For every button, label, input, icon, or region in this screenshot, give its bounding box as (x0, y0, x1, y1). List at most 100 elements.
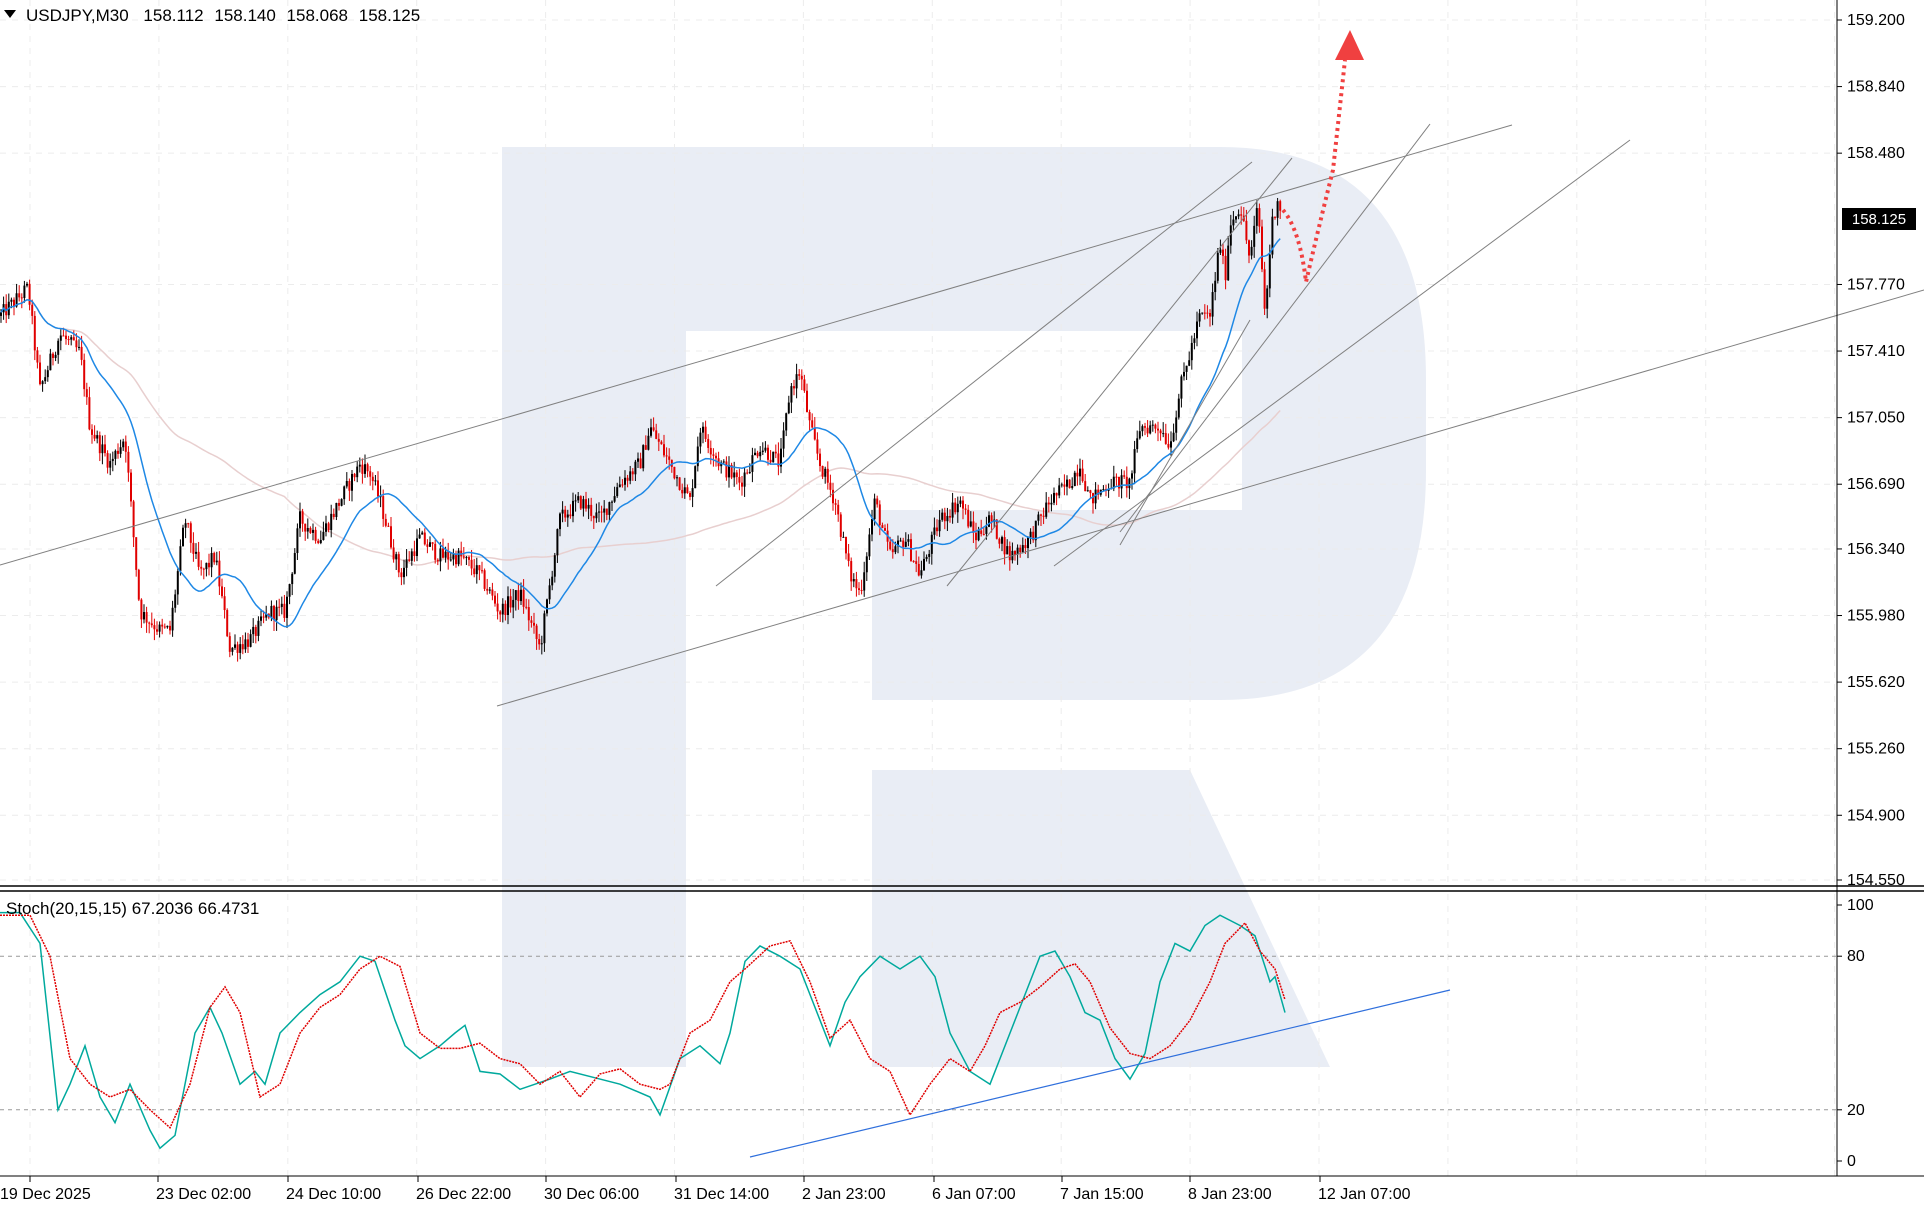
candle-body (351, 473, 353, 491)
trendlines (0, 123, 1924, 707)
candle-body (465, 557, 468, 559)
candle-body (1224, 255, 1227, 281)
candle-body (556, 529, 559, 556)
candle-body (236, 644, 239, 653)
candle-body (293, 553, 296, 574)
candle-body (631, 471, 634, 475)
candle-body (109, 461, 112, 468)
candle-body (301, 511, 304, 524)
price-tick-label: 157.050 (1847, 410, 1905, 427)
candle-body (860, 589, 863, 591)
candle-body (1016, 547, 1019, 555)
trendline (1119, 123, 1431, 533)
candle-body (579, 496, 582, 509)
candle-body (657, 438, 660, 442)
candle-body (156, 629, 158, 632)
price-tick-label: 156.340 (1847, 541, 1905, 558)
candle-body (951, 502, 954, 518)
candle-body (124, 441, 127, 452)
candle-body (873, 498, 876, 520)
candle-body (709, 447, 712, 455)
candle-body (296, 528, 299, 554)
candle-body (1133, 449, 1136, 474)
candle-body (1216, 252, 1219, 281)
candle-body (634, 461, 637, 475)
stoch-main-line (0, 911, 1286, 1150)
candle-body (842, 536, 845, 538)
candle-body (1250, 246, 1253, 256)
stochastic-label: Stoch(20,15,15) 67.2036 66.4731 (6, 899, 259, 918)
candle-body (668, 456, 671, 460)
candle-body (813, 427, 816, 440)
candle-body (135, 537, 138, 570)
candle-body (1227, 245, 1230, 281)
candle-body (837, 504, 840, 515)
candle-body (834, 503, 837, 505)
candle-body (696, 446, 699, 467)
candle-body (751, 455, 754, 472)
candle-body (247, 639, 249, 647)
candle-body (683, 487, 686, 494)
candle-body (143, 612, 145, 620)
candle-body (496, 603, 499, 612)
candle-body (1159, 430, 1162, 434)
candle-body (793, 386, 795, 389)
candle-body (10, 299, 13, 302)
trendline (1119, 319, 1251, 546)
time-tick-label: 24 Dec 10:00 (286, 1186, 381, 1203)
candle-body (850, 561, 853, 582)
candle-body (88, 397, 91, 430)
candle-body (1206, 312, 1209, 314)
candle-body (148, 622, 151, 624)
candle-body (819, 453, 821, 467)
candle-body (231, 647, 234, 652)
candle-body (140, 599, 143, 620)
candle-body (868, 534, 871, 557)
candle-body (603, 508, 606, 513)
candle-body (967, 509, 970, 527)
candle-body (210, 553, 213, 568)
price-tick-label: 156.690 (1847, 476, 1905, 493)
candle-body (202, 568, 205, 570)
candle-body (761, 450, 764, 452)
candle-body (897, 540, 899, 547)
candle-body (949, 515, 951, 518)
candle-body (933, 527, 936, 535)
candle-body (215, 560, 218, 563)
dropdown-triangle-icon[interactable] (4, 10, 16, 18)
candle-body (1245, 220, 1248, 241)
candle-body (426, 544, 429, 547)
candle-body (694, 466, 697, 489)
candle-body (291, 573, 294, 585)
candle-body (288, 584, 291, 597)
candle-body (150, 623, 153, 626)
candle-body (517, 590, 520, 602)
candle-body (262, 616, 265, 618)
candle-body (382, 496, 385, 519)
candle-body (447, 551, 450, 560)
candle-body (1131, 473, 1133, 479)
candle-body (241, 644, 244, 650)
candle-body (863, 572, 866, 591)
candle-body (20, 297, 23, 299)
candle-body (468, 557, 470, 560)
candle-body (592, 515, 595, 519)
candle-body (1053, 492, 1055, 503)
candle-body (507, 596, 509, 615)
candle-body (1024, 545, 1027, 549)
candle-body (361, 464, 364, 474)
candle-body (629, 471, 632, 481)
candle-body (434, 543, 437, 560)
candle-body (855, 579, 858, 589)
price-tick-label: 157.770 (1847, 276, 1905, 293)
candle-body (57, 340, 60, 355)
candle-body (1232, 219, 1235, 226)
stoch-tick-label: 20 (1847, 1102, 1865, 1119)
candle-body (67, 339, 70, 341)
candle-body (618, 484, 621, 488)
candle-body (1211, 292, 1214, 317)
candle-body (1120, 475, 1123, 489)
candle-body (221, 586, 223, 597)
candle-body (1001, 537, 1003, 544)
